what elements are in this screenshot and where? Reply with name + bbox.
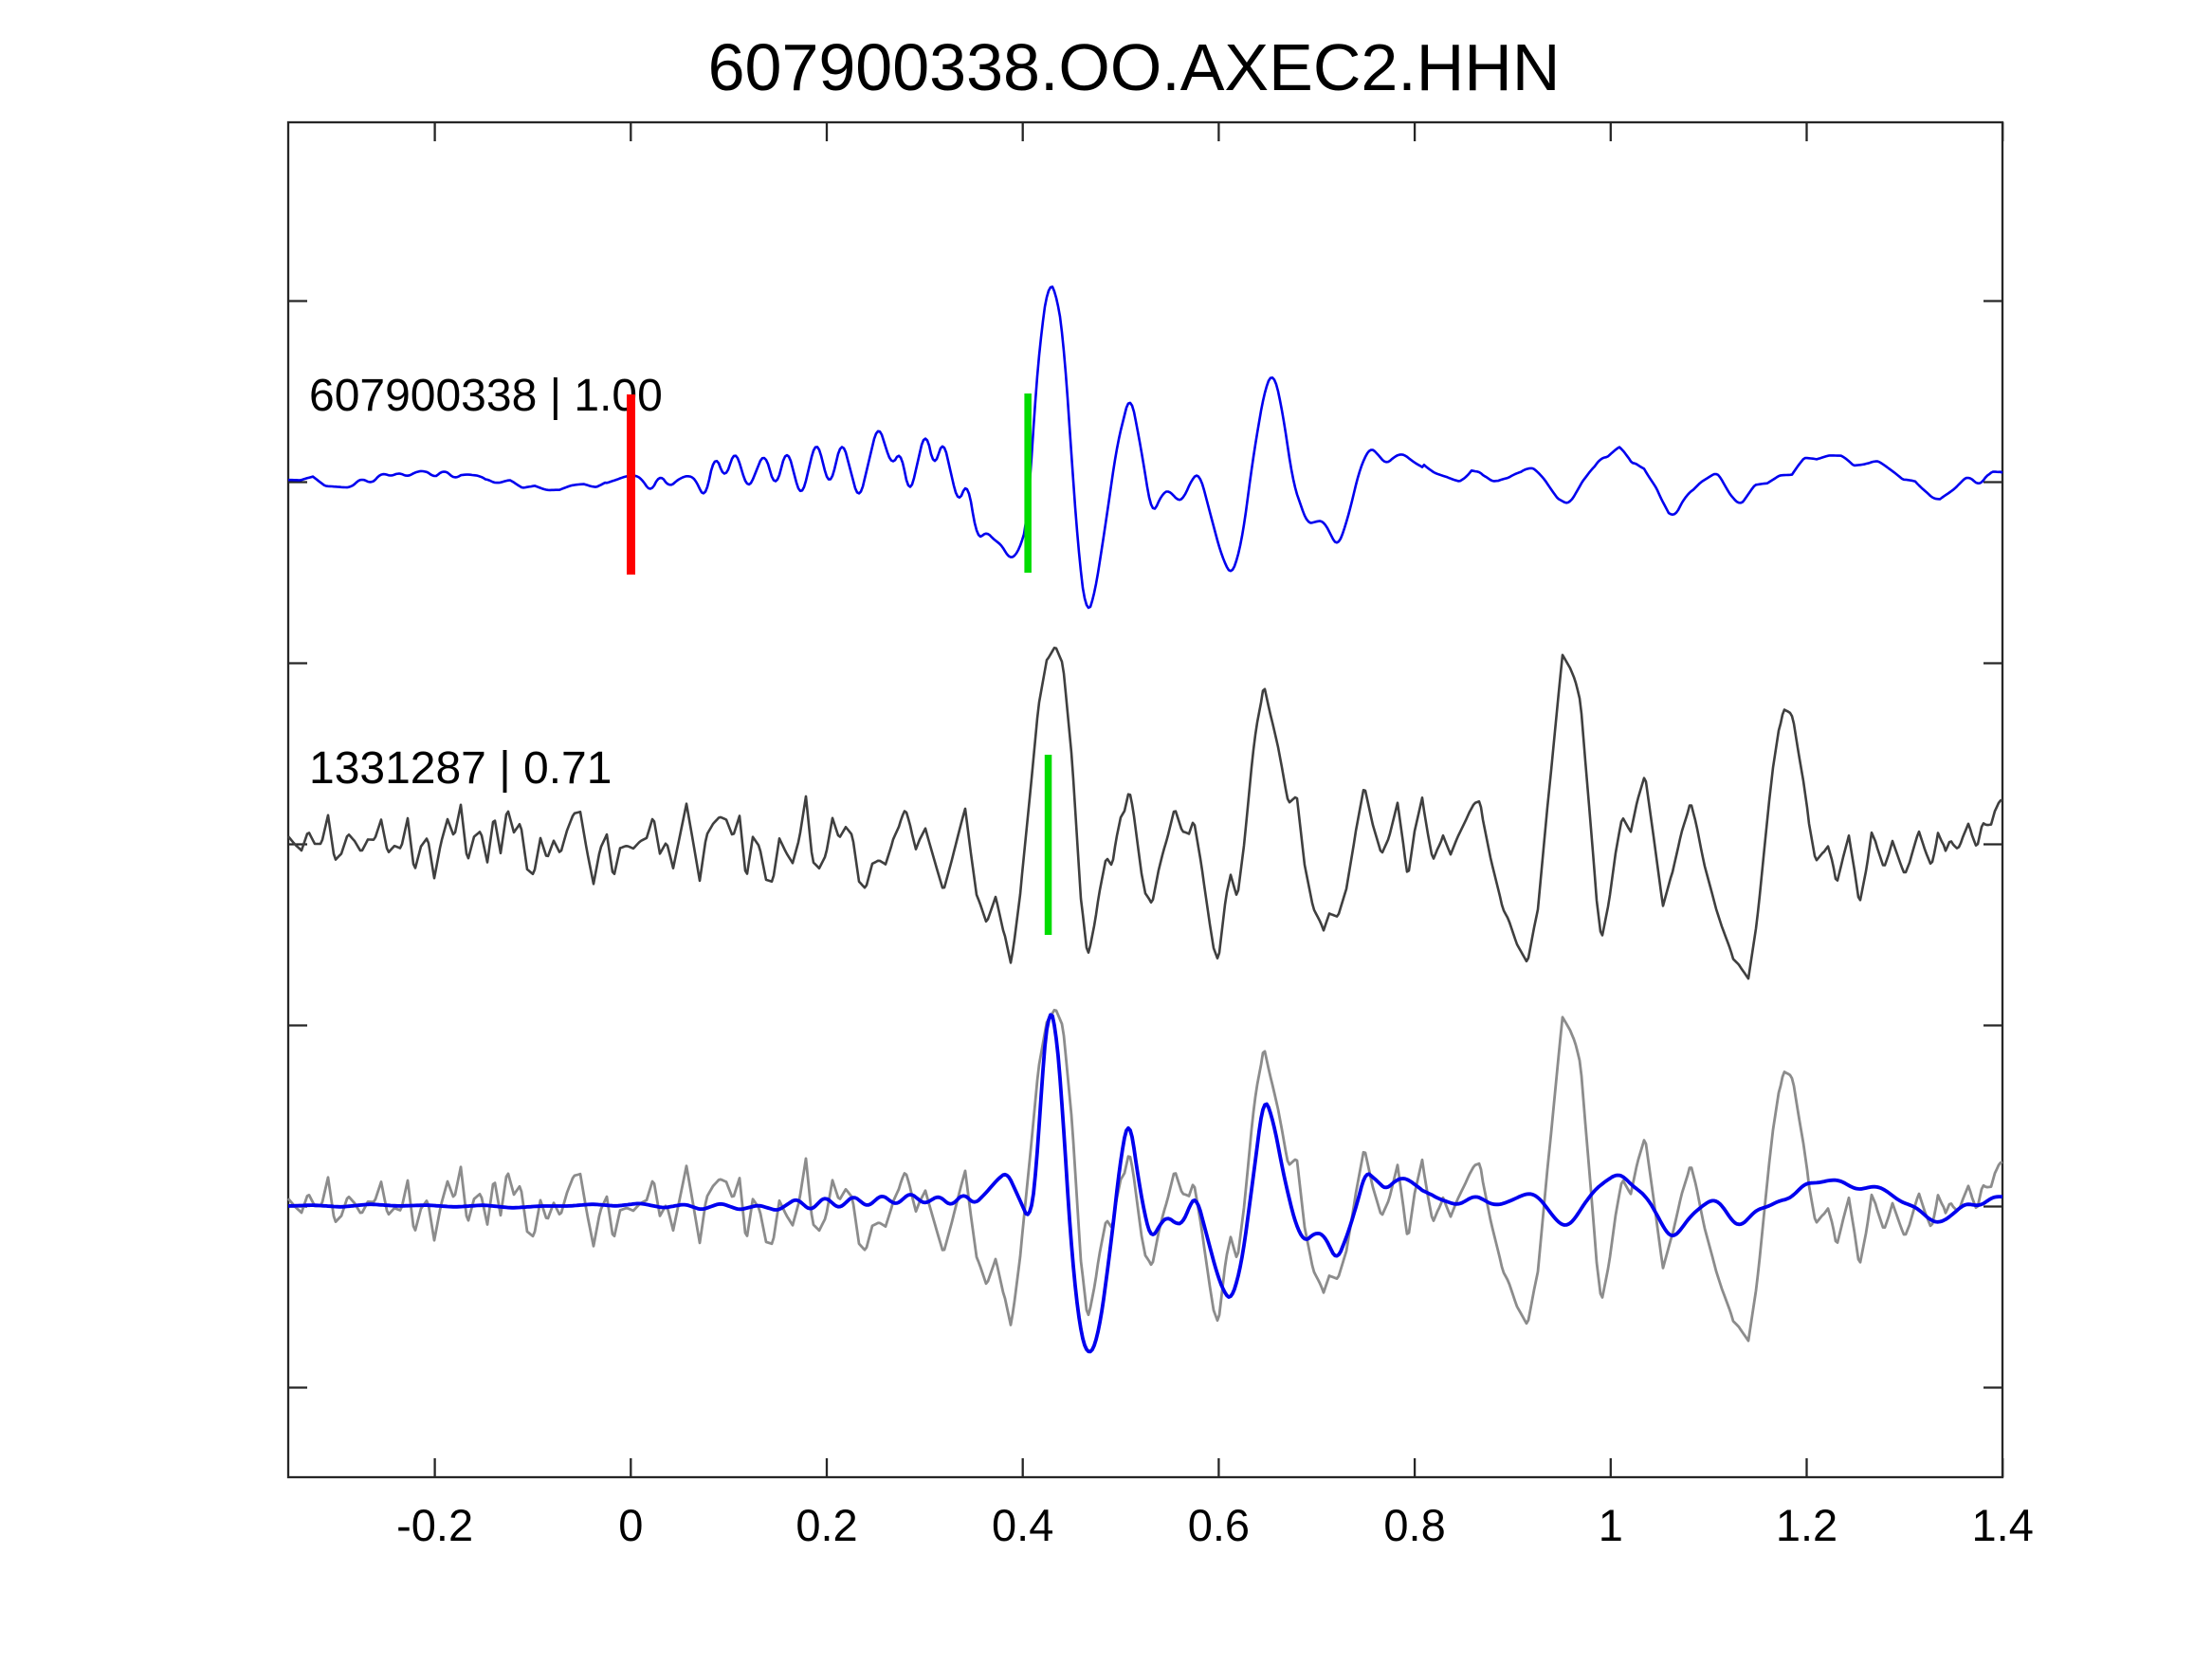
svg-text:0.8: 0.8: [1383, 1500, 1445, 1550]
svg-text:0.4: 0.4: [992, 1500, 1053, 1550]
svg-text:607900338 | 1.00: 607900338 | 1.00: [309, 371, 663, 421]
svg-text:1.4: 1.4: [1972, 1500, 2034, 1550]
svg-text:1: 1: [1599, 1500, 1623, 1550]
svg-text:-0.2: -0.2: [396, 1500, 473, 1550]
svg-text:607900338.OO.AXEC2.HHN: 607900338.OO.AXEC2.HHN: [708, 30, 1561, 104]
svg-text:0: 0: [618, 1500, 643, 1550]
svg-text:1.2: 1.2: [1776, 1500, 1837, 1550]
svg-text:0.2: 0.2: [795, 1500, 857, 1550]
svg-text:0.6: 0.6: [1188, 1500, 1250, 1550]
svg-text:1331287 | 0.71: 1331287 | 0.71: [309, 743, 612, 794]
